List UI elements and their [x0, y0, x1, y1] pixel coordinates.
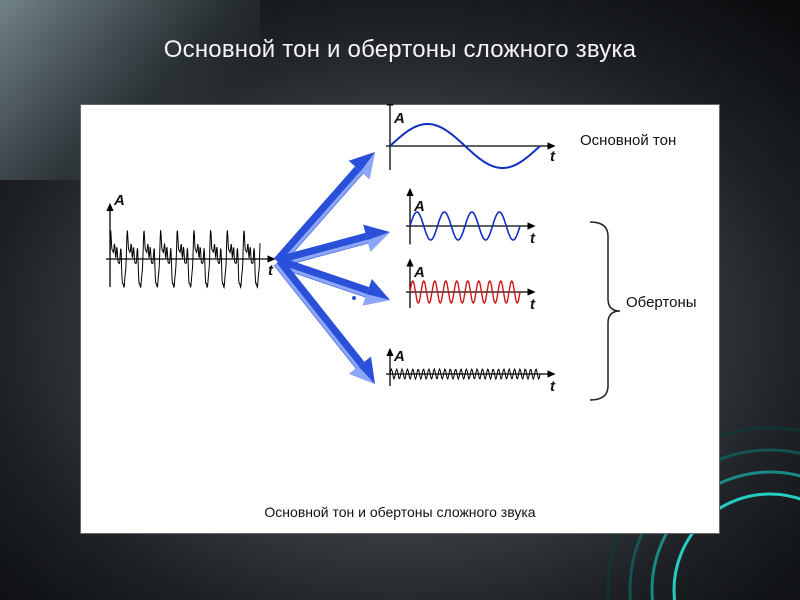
axis-y-ov2: A [414, 264, 425, 281]
axis-y-complex: A [114, 192, 125, 209]
axis-y-ov1: A [414, 198, 425, 215]
axis-x-ov1: t [530, 230, 535, 247]
axis-x-ov2: t [530, 296, 535, 313]
label-overtones: Обертоны [626, 294, 697, 311]
axis-y-fund: A [394, 110, 405, 127]
figure-svg [80, 104, 720, 534]
axis-x-complex: t [268, 262, 273, 279]
figure-frame: A t A t A t A t A t Основной тон Обертон… [80, 104, 720, 534]
slide-title: Основной тон и обертоны сложного звука [0, 36, 800, 64]
slide-root: Основной тон и обертоны сложного звука A… [0, 0, 800, 600]
axis-x-fund: t [550, 148, 555, 165]
axis-y-ov3: A [394, 348, 405, 365]
stray-dot [352, 296, 356, 300]
axis-x-ov3: t [550, 378, 555, 395]
label-fundamental: Основной тон [580, 132, 676, 149]
figure-caption-bottom: Основной тон и обертоны сложного звука [80, 504, 720, 520]
